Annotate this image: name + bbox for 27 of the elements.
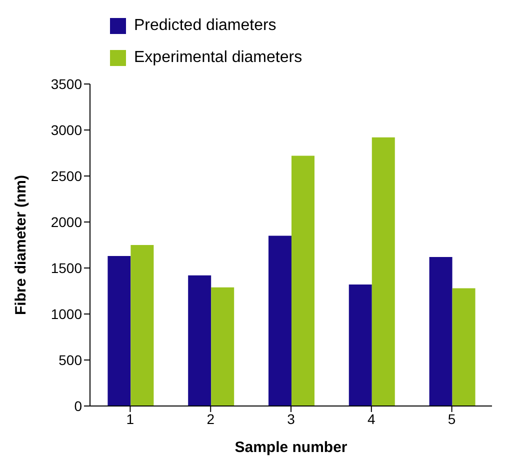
x-tick-label: 5 xyxy=(448,410,456,427)
bar xyxy=(348,284,372,406)
y-tick-label: 500 xyxy=(58,352,82,368)
y-tick-label: 0 xyxy=(74,398,82,414)
legend-label: Predicted diameters xyxy=(134,17,276,35)
bar xyxy=(211,287,234,406)
bar xyxy=(108,256,131,406)
bar xyxy=(452,288,476,406)
y-tick-label: 1000 xyxy=(50,306,82,322)
y-axis-title: Fibre diameter (nm) xyxy=(12,174,30,316)
y-tick-label: 2000 xyxy=(50,214,82,230)
y-tick-label: 3500 xyxy=(50,76,82,92)
x-tick-label: 2 xyxy=(206,410,215,427)
y-tick-label: 3000 xyxy=(50,122,82,138)
y-tick-label: 2500 xyxy=(50,168,82,184)
bar xyxy=(268,236,292,406)
bar xyxy=(291,156,314,406)
x-tick-label: 4 xyxy=(368,410,376,427)
y-tick-label: 1500 xyxy=(50,260,82,276)
bar xyxy=(188,275,212,406)
x-tick-label: 1 xyxy=(126,410,134,427)
bar xyxy=(429,256,452,406)
bar xyxy=(372,137,395,406)
x-tick-label: 3 xyxy=(287,410,296,427)
bar xyxy=(130,245,154,406)
legend-label: Experimental diameters xyxy=(134,49,302,67)
x-axis-title: Sample number xyxy=(234,439,348,456)
